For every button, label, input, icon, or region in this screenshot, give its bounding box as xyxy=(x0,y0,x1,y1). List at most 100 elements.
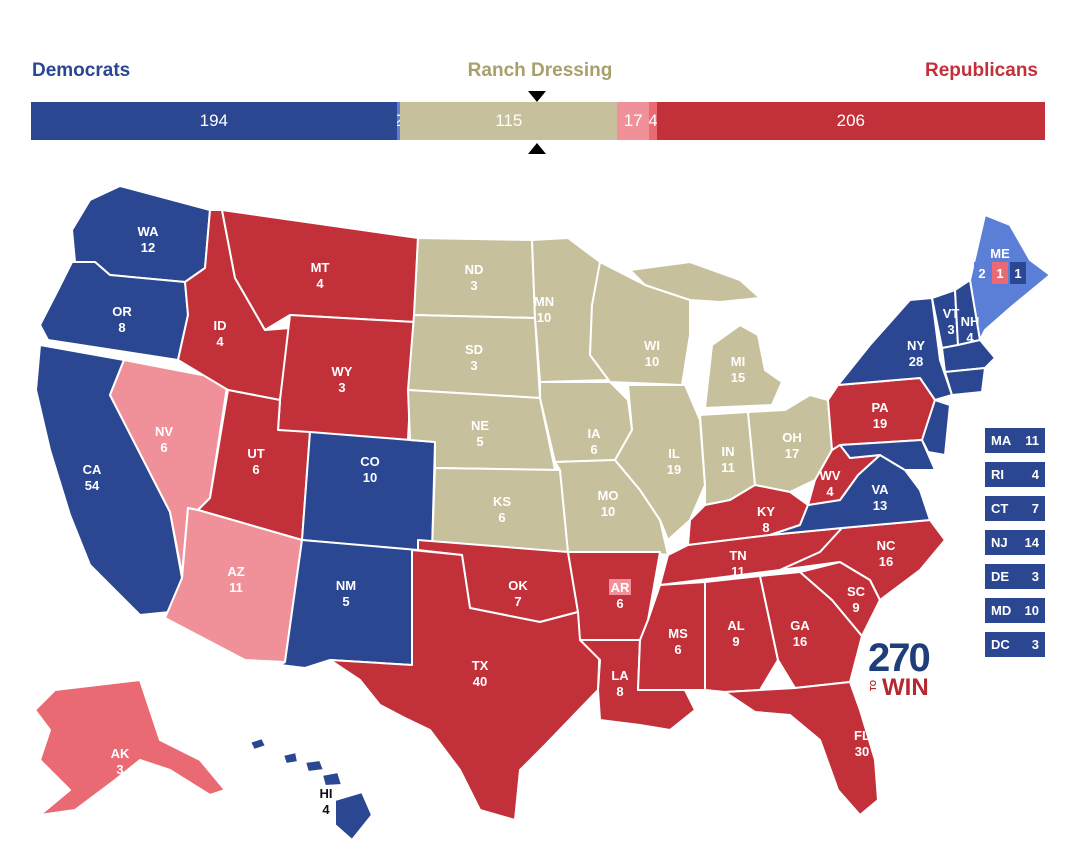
state-HI[interactable] xyxy=(249,737,373,841)
state-ev-UT: 6 xyxy=(252,462,259,477)
state-ev-IL: 19 xyxy=(667,462,681,477)
state-CO[interactable] xyxy=(301,431,436,553)
state-label-NH: NH xyxy=(961,314,980,329)
state-label-CO: CO xyxy=(360,454,380,469)
state-label-ND: ND xyxy=(465,262,484,277)
bar-segment-rep-likely: 4 xyxy=(649,102,657,140)
me-split-box-statewide xyxy=(974,262,990,284)
ar-label-box xyxy=(609,579,631,595)
state-ev-VA: 13 xyxy=(873,498,887,513)
state-ev-AL: 9 xyxy=(732,634,739,649)
state-label-WA: WA xyxy=(138,224,160,239)
me-split-box-district2 xyxy=(1010,262,1026,284)
state-FL[interactable] xyxy=(724,681,879,816)
state-ev-NV: 6 xyxy=(160,440,167,455)
small-state-MD[interactable]: MD 10 xyxy=(985,598,1045,623)
state-ev-NH: 4 xyxy=(966,330,974,345)
state-label-NE: NE xyxy=(471,418,489,433)
state-ev-WV: 4 xyxy=(826,484,834,499)
small-state-DC[interactable]: DC 3 xyxy=(985,632,1045,657)
state-ev-MI: 15 xyxy=(731,370,745,385)
small-state-ev: 10 xyxy=(1024,603,1039,618)
state-label-AL: AL xyxy=(727,618,744,633)
state-AK[interactable] xyxy=(34,679,226,816)
small-state-NJ[interactable]: NJ 14 xyxy=(985,530,1045,555)
state-NC[interactable] xyxy=(779,519,946,601)
state-ev-ME-2: 1 xyxy=(1014,266,1021,281)
state-IL[interactable] xyxy=(614,384,706,541)
state-ev-OH: 17 xyxy=(785,446,799,461)
state-label-WY: WY xyxy=(332,364,353,379)
state-ev-SC: 9 xyxy=(852,600,859,615)
state-ev-WY: 3 xyxy=(338,380,345,395)
majority-marker-top xyxy=(528,91,546,102)
small-state-abbr: MD xyxy=(991,603,1012,618)
state-label-FL: FL xyxy=(854,728,870,743)
state-label-AR: AR xyxy=(611,580,630,595)
state-ev-NM: 5 xyxy=(342,594,349,609)
state-label-OR: OR xyxy=(112,304,132,319)
state-ev-ND: 3 xyxy=(470,278,477,293)
small-states-list: MA 11 RI 4 CT 7 NJ 14 DE 3 MD 10 DC 3 xyxy=(985,428,1045,666)
state-label-KS: KS xyxy=(493,494,511,509)
small-state-ev: 14 xyxy=(1024,535,1039,550)
small-state-DE[interactable]: DE 3 xyxy=(985,564,1045,589)
state-ev-KS: 6 xyxy=(498,510,505,525)
state-ev-OR: 8 xyxy=(118,320,125,335)
small-state-abbr: CT xyxy=(991,501,1009,516)
state-ev-CO: 10 xyxy=(363,470,377,485)
state-label-ID: ID xyxy=(214,318,227,333)
state-ev-IN: 11 xyxy=(721,460,735,475)
small-state-ev: 11 xyxy=(1025,433,1039,448)
small-state-CT[interactable]: CT 7 xyxy=(985,496,1045,521)
state-ev-PA: 19 xyxy=(873,416,887,431)
state-label-NM: NM xyxy=(336,578,356,593)
bar-segment-rep-safe: 206 xyxy=(656,102,1045,140)
state-TX[interactable] xyxy=(329,549,601,821)
state-CT-RI[interactable] xyxy=(944,367,986,396)
state-label-VT: VT xyxy=(943,306,960,321)
state-label-OK: OK xyxy=(508,578,528,593)
logo-number: 270 xyxy=(868,636,931,680)
state-MI-upper[interactable] xyxy=(629,261,761,303)
state-ev-HI: 4 xyxy=(322,802,330,817)
state-ev-ME-1: 1 xyxy=(996,266,1003,281)
270towin-logo[interactable]: 270 TO WIN xyxy=(868,636,938,701)
state-ev-GA: 16 xyxy=(793,634,807,649)
state-IA[interactable] xyxy=(539,381,633,463)
small-state-ev: 3 xyxy=(1031,637,1039,652)
state-label-GA: GA xyxy=(790,618,810,633)
state-label-IN: IN xyxy=(722,444,735,459)
state-NY[interactable] xyxy=(837,297,953,401)
state-label-MO: MO xyxy=(598,488,619,503)
state-label-WV: WV xyxy=(820,468,841,483)
state-ev-ME-0: 2 xyxy=(978,266,985,281)
state-label-CA: CA xyxy=(83,462,102,477)
logo-win: WIN xyxy=(882,674,929,701)
state-label-PA: PA xyxy=(871,400,889,415)
state-label-TX: TX xyxy=(472,658,489,673)
democrats-label: Democrats xyxy=(32,60,131,81)
state-label-ME: ME xyxy=(990,246,1010,261)
state-label-LA: LA xyxy=(611,668,629,683)
small-state-abbr: DC xyxy=(991,637,1010,652)
state-label-AK: AK xyxy=(111,746,130,761)
state-NJ[interactable] xyxy=(921,399,951,456)
state-label-IL: IL xyxy=(668,446,680,461)
small-state-MA[interactable]: MA 11 xyxy=(985,428,1045,453)
small-state-RI[interactable]: RI 4 xyxy=(985,462,1045,487)
state-ev-LA: 8 xyxy=(616,684,623,699)
state-ev-MO: 10 xyxy=(601,504,615,519)
state-MI[interactable] xyxy=(704,324,783,409)
state-label-OH: OH xyxy=(782,430,802,445)
state-label-NC: NC xyxy=(877,538,896,553)
state-ev-SD: 3 xyxy=(470,358,477,373)
state-ev-MT: 4 xyxy=(316,276,324,291)
state-label-MN: MN xyxy=(534,294,554,309)
logo-to: TO xyxy=(869,680,878,691)
bar-segment-ranch: 115 xyxy=(400,102,618,140)
state-label-HI: HI xyxy=(320,786,333,801)
small-state-abbr: NJ xyxy=(991,535,1008,550)
me-split-box-district1 xyxy=(992,262,1008,284)
